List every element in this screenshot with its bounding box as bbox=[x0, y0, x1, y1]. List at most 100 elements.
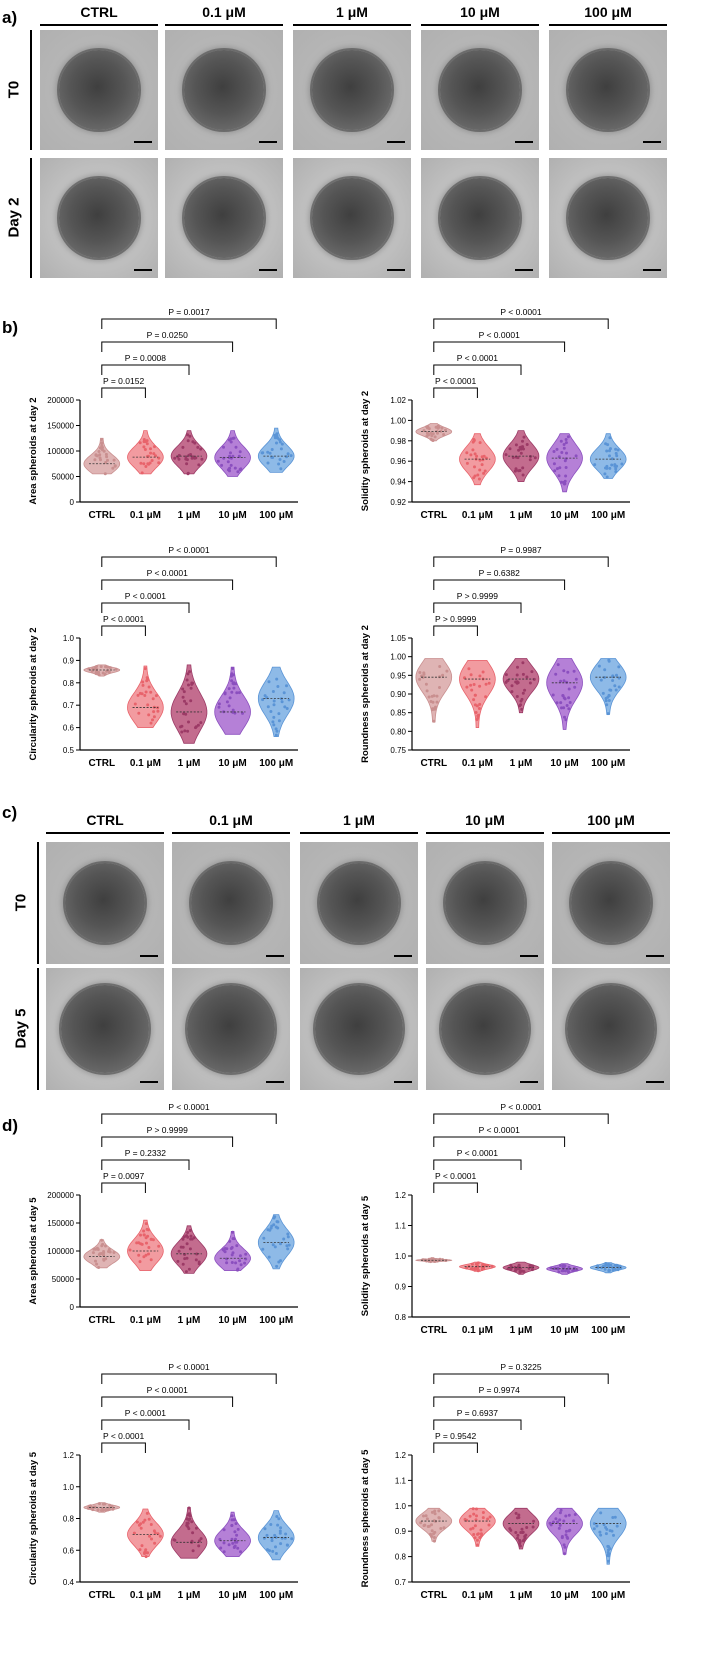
y-tick-label: 50000 bbox=[52, 1275, 75, 1284]
data-point bbox=[228, 696, 232, 700]
x-tick-label: 10 μM bbox=[218, 1315, 246, 1326]
spheroid-micrograph bbox=[552, 842, 670, 964]
scale-bar bbox=[140, 955, 158, 957]
data-point bbox=[140, 1544, 144, 1548]
significance-bracket bbox=[433, 387, 478, 398]
data-point bbox=[424, 1514, 428, 1518]
data-point bbox=[145, 442, 149, 446]
x-tick-label: 0.1 μM bbox=[462, 1325, 493, 1336]
data-point bbox=[437, 1509, 441, 1513]
data-point bbox=[433, 435, 437, 439]
y-tick-label: 0.90 bbox=[390, 690, 406, 699]
column-header-underline bbox=[421, 24, 539, 26]
data-point bbox=[279, 1542, 283, 1546]
data-point bbox=[572, 1266, 576, 1270]
data-point bbox=[237, 454, 241, 458]
data-point bbox=[218, 1537, 222, 1541]
data-point bbox=[565, 451, 568, 455]
data-point bbox=[230, 1253, 234, 1257]
data-point bbox=[269, 1523, 273, 1526]
data-point bbox=[549, 1266, 553, 1270]
data-point bbox=[473, 465, 476, 469]
data-point bbox=[114, 667, 118, 671]
data-point bbox=[554, 672, 558, 676]
data-point bbox=[98, 1252, 102, 1256]
y-tick-label: 1.0 bbox=[63, 1483, 75, 1492]
data-point bbox=[112, 1251, 116, 1254]
y-tick-label: 0.96 bbox=[390, 457, 406, 466]
data-point bbox=[101, 1242, 105, 1246]
data-point bbox=[183, 699, 186, 703]
x-tick-label: CTRL bbox=[420, 510, 447, 521]
data-point bbox=[439, 429, 443, 433]
data-point bbox=[482, 454, 486, 458]
data-point bbox=[614, 688, 618, 692]
significance-bracket bbox=[101, 579, 234, 590]
data-point bbox=[558, 1264, 562, 1267]
data-point bbox=[188, 1229, 192, 1232]
violin-2 bbox=[170, 664, 208, 744]
data-point bbox=[478, 468, 482, 472]
data-point bbox=[559, 480, 563, 484]
data-point bbox=[611, 675, 615, 679]
data-point bbox=[508, 447, 512, 451]
data-point bbox=[235, 691, 239, 695]
data-point bbox=[217, 702, 221, 706]
data-point bbox=[273, 1215, 277, 1219]
data-point bbox=[420, 674, 424, 678]
violin-2 bbox=[502, 430, 540, 482]
data-point bbox=[477, 707, 481, 710]
significance-bracket bbox=[101, 1442, 146, 1453]
data-point bbox=[138, 691, 142, 695]
significance-bracket bbox=[433, 602, 522, 613]
y-axis-label: Area spheroids at day 2 bbox=[28, 397, 39, 504]
y-tick-label: 0.94 bbox=[390, 478, 406, 487]
data-point bbox=[422, 1514, 425, 1518]
y-tick-label: 0.98 bbox=[390, 437, 406, 446]
violin-4 bbox=[257, 1510, 295, 1561]
data-point bbox=[91, 1508, 95, 1512]
data-point bbox=[188, 670, 191, 674]
data-point bbox=[572, 1519, 576, 1523]
data-point bbox=[241, 711, 244, 715]
data-point bbox=[100, 438, 104, 441]
violin-1 bbox=[127, 1219, 164, 1271]
x-tick-label: 100 μM bbox=[259, 758, 293, 769]
data-point bbox=[232, 436, 236, 440]
data-point bbox=[157, 1244, 161, 1248]
y-tick-label: 1.2 bbox=[63, 1451, 75, 1460]
data-point bbox=[108, 1250, 112, 1254]
data-point bbox=[525, 675, 529, 679]
data-point bbox=[564, 441, 568, 445]
data-point bbox=[284, 1532, 288, 1536]
data-point bbox=[605, 466, 609, 470]
x-tick-label: 0.1 μM bbox=[130, 758, 161, 769]
data-point bbox=[275, 434, 279, 438]
data-point bbox=[555, 467, 559, 471]
spheroid bbox=[441, 985, 529, 1073]
data-point bbox=[552, 462, 556, 466]
data-point bbox=[523, 688, 527, 692]
data-point bbox=[465, 685, 469, 689]
data-point bbox=[484, 695, 488, 699]
y-tick-label: 0 bbox=[70, 498, 75, 507]
x-tick-label: 0.1 μM bbox=[462, 758, 493, 769]
data-point bbox=[137, 1523, 141, 1527]
data-point bbox=[521, 473, 525, 477]
spheroid-micrograph bbox=[426, 968, 544, 1090]
scale-bar bbox=[515, 141, 533, 143]
p-value-label: P > 0.9999 bbox=[457, 591, 498, 601]
x-tick-label: 10 μM bbox=[550, 758, 578, 769]
data-point bbox=[607, 1545, 611, 1549]
y-tick-label: 1.02 bbox=[390, 396, 406, 405]
y-tick-label: 100000 bbox=[47, 447, 74, 456]
data-point bbox=[418, 677, 422, 681]
data-point bbox=[193, 456, 197, 460]
data-point bbox=[268, 451, 272, 455]
data-point bbox=[278, 1529, 282, 1533]
data-point bbox=[227, 704, 231, 708]
data-point bbox=[190, 1520, 194, 1524]
data-point bbox=[559, 439, 563, 443]
x-tick-label: 1 μM bbox=[178, 758, 201, 769]
data-point bbox=[516, 1536, 519, 1540]
